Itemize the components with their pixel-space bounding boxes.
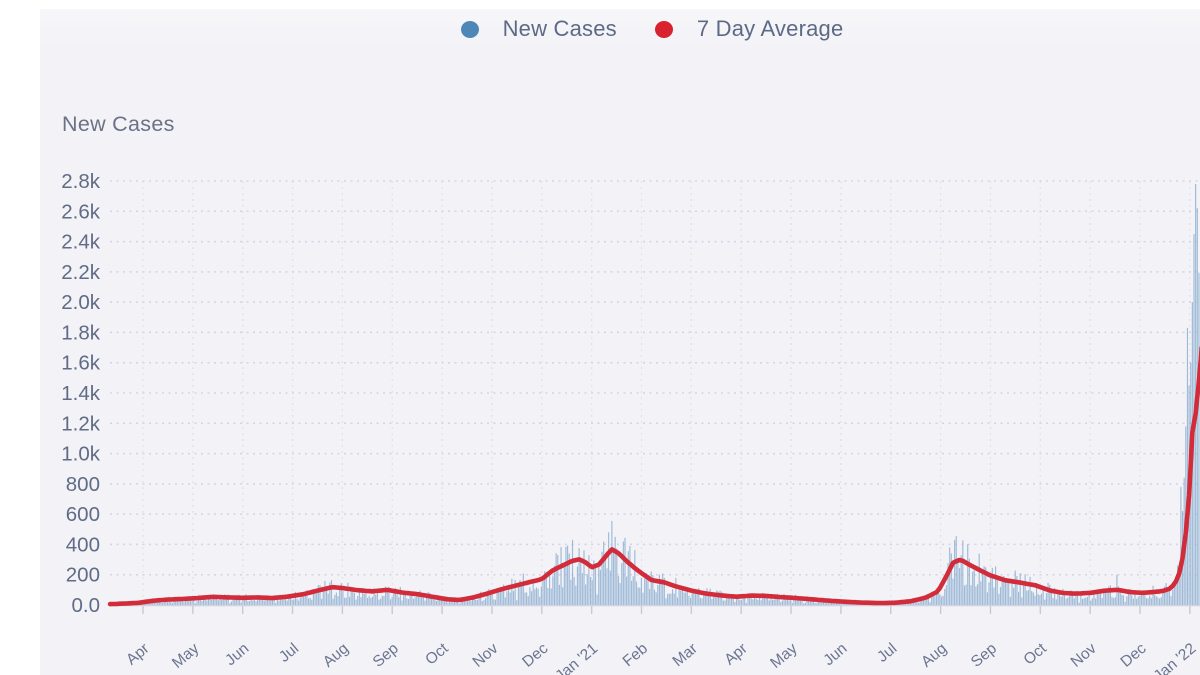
new-cases-dot-icon [460, 20, 479, 38]
x-tick-label: Oct [1020, 640, 1050, 669]
y-tick-label: 800 [66, 473, 100, 496]
y-tick-label: 1.2k [61, 412, 100, 435]
y-tick-label: 2.8k [61, 170, 100, 193]
x-tick-label: Sep [968, 640, 1000, 671]
y-tick-label: 600 [66, 503, 100, 526]
legend-item-new-cases[interactable]: New Cases [460, 16, 617, 42]
x-tick-label: Apr [123, 640, 152, 669]
x-tick-label: Nov [1068, 640, 1100, 671]
y-tick-label: 1.6k [61, 352, 100, 375]
y-tick-label: 2.6k [61, 200, 100, 223]
x-tick-label: Jun [820, 640, 850, 669]
x-tick-label: Nov [469, 640, 501, 671]
y-tick-label: 0.0 [72, 594, 101, 617]
y-tick-label: 1.4k [61, 382, 100, 405]
y-tick-label: 2.2k [61, 261, 100, 284]
x-tick-label: Jun [222, 640, 252, 669]
x-tick-label: Jan '22 [1151, 640, 1200, 675]
y-tick-label: 2.0k [61, 291, 100, 314]
legend-item-7-day-average[interactable]: 7 Day Average [654, 16, 844, 42]
x-tick-label: Feb [620, 640, 651, 670]
x-tick-label: Jan '21 [552, 640, 601, 675]
y-tick-label: 2.4k [61, 231, 100, 254]
x-tick-label: Apr [721, 640, 750, 669]
x-tick-label: Jul [276, 640, 302, 666]
x-tick-label: Sep [370, 640, 402, 671]
x-tick-label: Aug [320, 640, 352, 671]
x-tick-label: May [169, 640, 203, 672]
y-axis-title: New Cases [62, 112, 175, 136]
chart-legend: New Cases 7 Day Average [52, 16, 1200, 42]
x-tick-label: Dec [1118, 640, 1150, 671]
x-tick-label: May [767, 640, 801, 672]
y-tick-label: 1.8k [61, 321, 100, 344]
y-tick-label: 1.0k [61, 443, 100, 466]
x-tick-label: Aug [918, 640, 950, 671]
legend-label-7-day-average: 7 Day Average [696, 16, 844, 41]
seven-day-average-dot-icon [654, 20, 673, 38]
x-tick-label: Oct [422, 640, 452, 669]
y-tick-label: 400 [66, 533, 100, 556]
y-tick-label: 200 [66, 564, 100, 587]
x-tick-label: Dec [519, 640, 551, 671]
seven-day-average-line [107, 346, 1200, 607]
chart-panel [40, 9, 1200, 675]
x-tick-label: Jul [874, 640, 900, 666]
legend-label-new-cases: New Cases [502, 16, 617, 41]
new-cases-bars [109, 184, 1200, 605]
x-tick-label: Mar [670, 640, 701, 670]
